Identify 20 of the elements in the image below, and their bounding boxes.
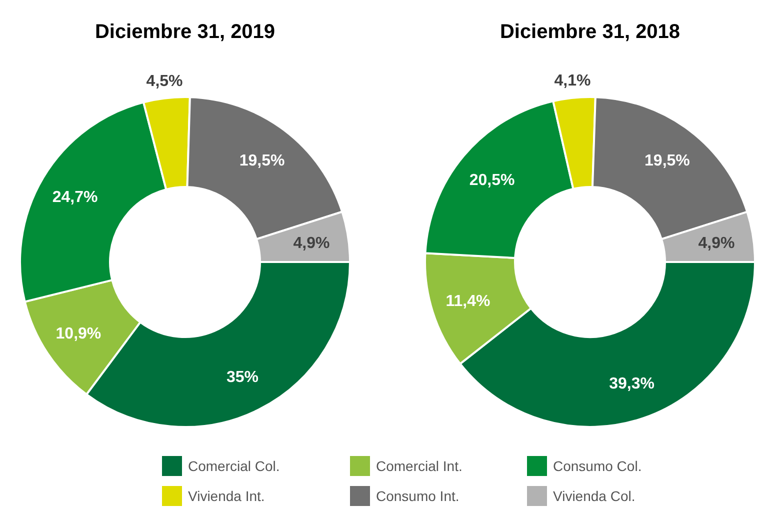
legend-label: Vivienda Col. xyxy=(553,488,636,504)
data-label: 39,3% xyxy=(609,376,654,393)
legend-label: Consumo Int. xyxy=(376,488,460,504)
data-label: 19,5% xyxy=(644,152,690,170)
chart-title: Diciembre 31, 2019 xyxy=(94,21,276,43)
data-label: 4,9% xyxy=(293,234,330,252)
data-label: 10,9% xyxy=(56,326,102,343)
data-label: 11,4% xyxy=(446,293,490,310)
legend-label: Consumo Col. xyxy=(553,458,642,474)
legend-label: Comercial Int. xyxy=(376,458,462,474)
data-label: 20,5% xyxy=(469,172,515,190)
legend-label: Comercial Col. xyxy=(188,458,280,474)
data-label: 24,7% xyxy=(52,189,98,206)
legend-label: Vivienda Int. xyxy=(188,488,265,504)
data-label: 4,5% xyxy=(146,72,183,90)
data-label: 4,9% xyxy=(698,234,735,252)
data-label: 4,1% xyxy=(554,72,591,90)
data-label: 35% xyxy=(226,368,258,386)
data-label: 19,5% xyxy=(239,152,285,170)
chart-title: Diciembre 31, 2018 xyxy=(500,21,680,43)
